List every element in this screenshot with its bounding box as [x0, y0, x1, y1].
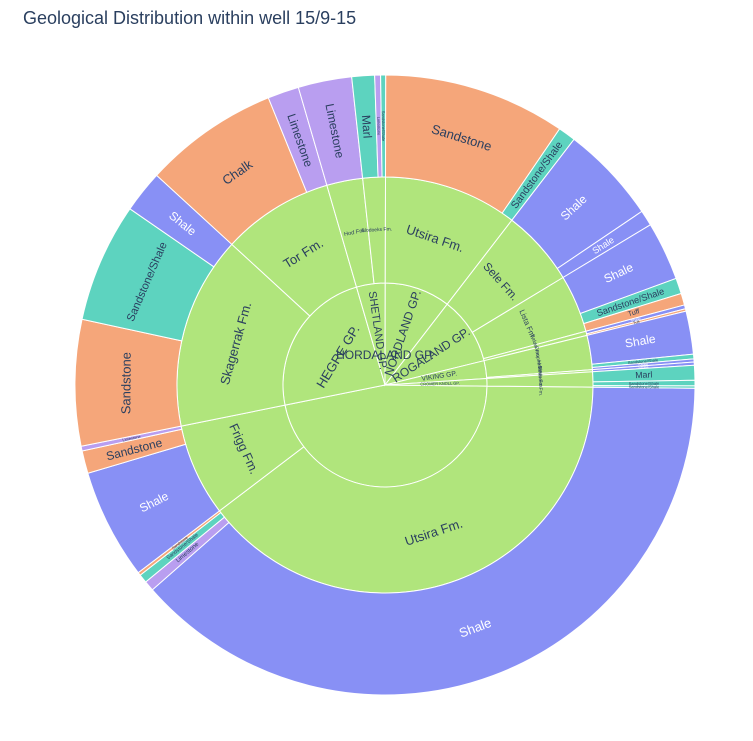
- lithology-label-sandstone-shale-2-1-2: Sandstone/Shale: [381, 111, 386, 142]
- formation-label-heather-fm-5-1: Heather Fm.: [536, 360, 544, 388]
- group-label-hordaland-gp: HORDALAND GP.: [336, 348, 434, 362]
- formation-label-blodoeks-fm-6-0: Blodoeks Fm.: [537, 366, 544, 397]
- chart-title: Geological Distribution within well 15/9…: [23, 8, 357, 28]
- formation-label-blodoeks-fm-2-1: Blodoeks Fm.: [361, 226, 392, 234]
- formation-label-draupne-fm-5-0: Draupne Fm.: [533, 346, 544, 376]
- lithology-label-sandstone-shale-5-0-1: Sandstone/Shale: [628, 357, 660, 365]
- lithology-label-limestone-0-1-2: Limestone: [122, 434, 142, 443]
- lithology-label-tuff-4-2-1: Tuff: [632, 319, 641, 326]
- lithology-label-sandstone-1-0-0: Sandstone: [118, 352, 133, 414]
- formation-label-hod-fm-2-0: Hod Fm.: [344, 228, 367, 238]
- lithology-label-shale-5-1-0: Shale: [638, 364, 649, 370]
- lithology-label-limestone-2-1-1: Limestone: [376, 117, 381, 136]
- lithology-label-sandstone-shale-6-0-1: Sandstone/Shale: [629, 381, 660, 386]
- lithology-slice-shale-0-0-0[interactable]: [151, 386, 696, 696]
- lithology-label-tuff-4-1-2: Tuff: [627, 308, 640, 318]
- lithology-label-marl-2-1-0: Marl: [359, 115, 375, 139]
- lithology-label-shale-4-2-0: Shale: [630, 316, 642, 324]
- lithology-label-sandstone-shale-6-0-2: Sandstone/Shale: [629, 384, 660, 389]
- lithology-slice-sandstone-shale-6-0-2[interactable]: [592, 385, 696, 389]
- lithology-label-shale-5-0-0: Shale: [624, 332, 657, 351]
- lithology-label-marl-6-0-0: Marl: [635, 369, 653, 380]
- lithology-label-shale-5-0-2: Shale: [638, 362, 649, 368]
- group-label-cromer-knoll-gp: CROMER KNOLL GP.: [420, 381, 459, 387]
- formation-label-balder-fm-4-2: Balder Fm.: [529, 334, 541, 359]
